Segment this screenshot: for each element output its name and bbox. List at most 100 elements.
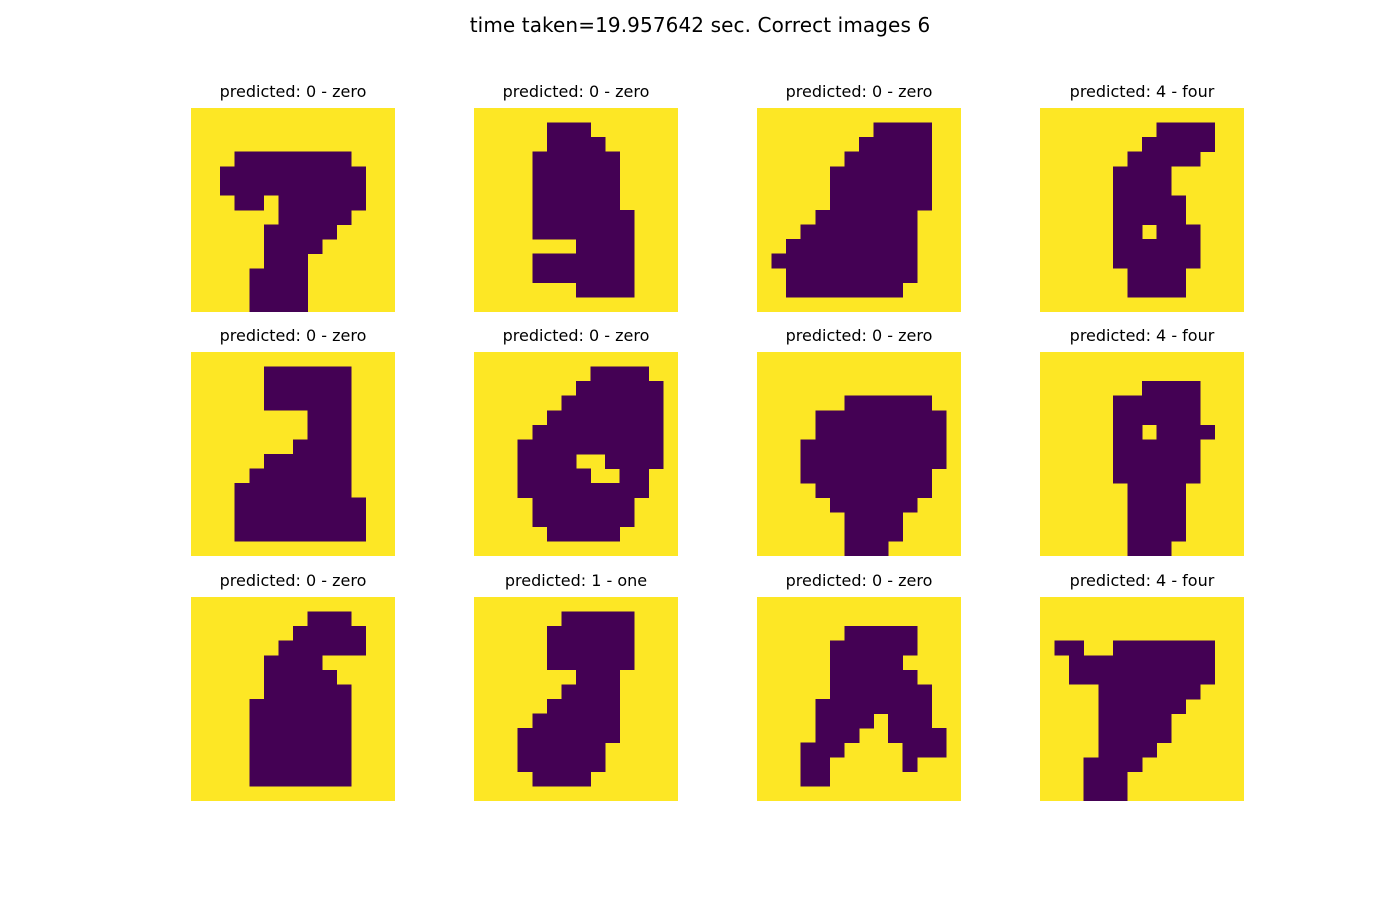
pixel-cell [859, 166, 874, 182]
pixel-cell [619, 282, 635, 298]
pixel-cell [336, 728, 352, 744]
pixel-cell [634, 483, 650, 499]
pixel-cell [576, 771, 591, 787]
pixel-cell [605, 728, 621, 744]
image-panel: predicted: 0 - zero [757, 326, 961, 556]
pixel-cell [336, 483, 352, 499]
pixel-cell [844, 699, 860, 714]
panel-title: predicted: 0 - zero [219, 326, 367, 345]
pixel-cell [561, 684, 577, 700]
pixel-cell [1127, 728, 1143, 744]
pixel-cell [902, 180, 918, 196]
pixel-cell [844, 713, 860, 729]
pixel-cell [829, 454, 845, 469]
pixel-cell [1171, 410, 1187, 426]
panel-title: predicted: 0 - zero [785, 82, 933, 101]
pixel-cell [829, 268, 845, 284]
pixel-cell [1171, 655, 1187, 671]
pixel-cell [829, 728, 845, 744]
pixel-cell [1171, 699, 1187, 714]
pixel-cell [1112, 713, 1128, 729]
pixel-cell [576, 224, 591, 240]
pixel-cell [1156, 497, 1172, 513]
pixel-cell [888, 497, 904, 513]
pixel-cell [829, 166, 845, 182]
pixel-cell [859, 483, 874, 499]
pixel-cell [873, 122, 889, 138]
pixel-cell [634, 381, 650, 397]
pixel-cell [1185, 151, 1201, 167]
pixel-cell [844, 655, 860, 671]
pixel-cell [859, 526, 874, 542]
pixel-cell [1054, 640, 1070, 656]
pixel-cell [307, 611, 323, 627]
pixel-cell [249, 468, 265, 484]
pixel-cell [517, 483, 533, 499]
pixel-cell [1142, 268, 1157, 284]
pixel-cell [873, 195, 889, 211]
pixel-cell [546, 180, 562, 196]
pixel-cell [278, 757, 294, 773]
pixel-cell [1098, 699, 1114, 714]
pixel-cell [561, 728, 577, 744]
pixel-cell [293, 166, 308, 182]
pixel-cell [561, 626, 577, 642]
pixel-cell [278, 684, 294, 700]
pixel-cell [1156, 713, 1172, 729]
pixel-cell [561, 497, 577, 513]
pixel-cell [873, 684, 889, 700]
pixel-cell [844, 640, 860, 656]
pixel-cell [1156, 395, 1172, 411]
pixel-cell [576, 497, 591, 513]
pixel-cell [263, 669, 279, 685]
pixel-cell [576, 151, 591, 167]
pixel-cell [351, 180, 367, 196]
pixel-cell [1112, 468, 1128, 484]
pixel-cell [322, 728, 338, 744]
pixel-cell [234, 166, 250, 182]
pixel-cell [576, 468, 591, 484]
pixel-cell [532, 253, 548, 269]
pixel-cell [278, 454, 294, 469]
pixel-cell [293, 210, 308, 225]
pixel-cell [605, 640, 621, 656]
pixel-cell [800, 439, 816, 455]
pixel-cell [220, 180, 236, 196]
pixel-cell [1098, 757, 1114, 773]
pixel-cell [263, 282, 279, 298]
pixel-cell [293, 526, 308, 542]
pixel-cell [263, 297, 279, 312]
pixel-cell [249, 699, 265, 714]
pixel-cell [220, 166, 236, 182]
pixel-cell [546, 655, 562, 671]
pixel-cell [590, 268, 606, 284]
pixel-cell [1098, 786, 1114, 801]
pixel-cell [859, 439, 874, 455]
pixel-cell [917, 439, 933, 455]
pixel-cell [815, 282, 831, 298]
pixel-cell [815, 713, 831, 729]
pixel-cell [590, 366, 606, 382]
pixel-cell [263, 771, 279, 787]
pixel-cell [888, 526, 904, 542]
pixel-cell [1127, 151, 1143, 167]
pixel-cell [873, 526, 889, 542]
pixel-cell [546, 122, 562, 138]
pixel-cell [561, 224, 577, 240]
pixel-cell [307, 771, 323, 787]
pixel-cell [902, 210, 918, 225]
pixel-cell [917, 468, 933, 484]
pixel-cell [278, 728, 294, 744]
pixel-cell [546, 151, 562, 167]
pixel-cell [605, 166, 621, 182]
pixel-cell [576, 699, 591, 714]
pixel-cell [576, 728, 591, 744]
pixel-cell [590, 684, 606, 700]
pixel-cell [336, 180, 352, 196]
pixel-cell [278, 151, 294, 167]
pixel-cell [590, 210, 606, 225]
pixel-cell [532, 151, 548, 167]
pixel-cell [1098, 669, 1114, 685]
pixel-cell [278, 669, 294, 685]
pixel-cell [859, 151, 874, 167]
